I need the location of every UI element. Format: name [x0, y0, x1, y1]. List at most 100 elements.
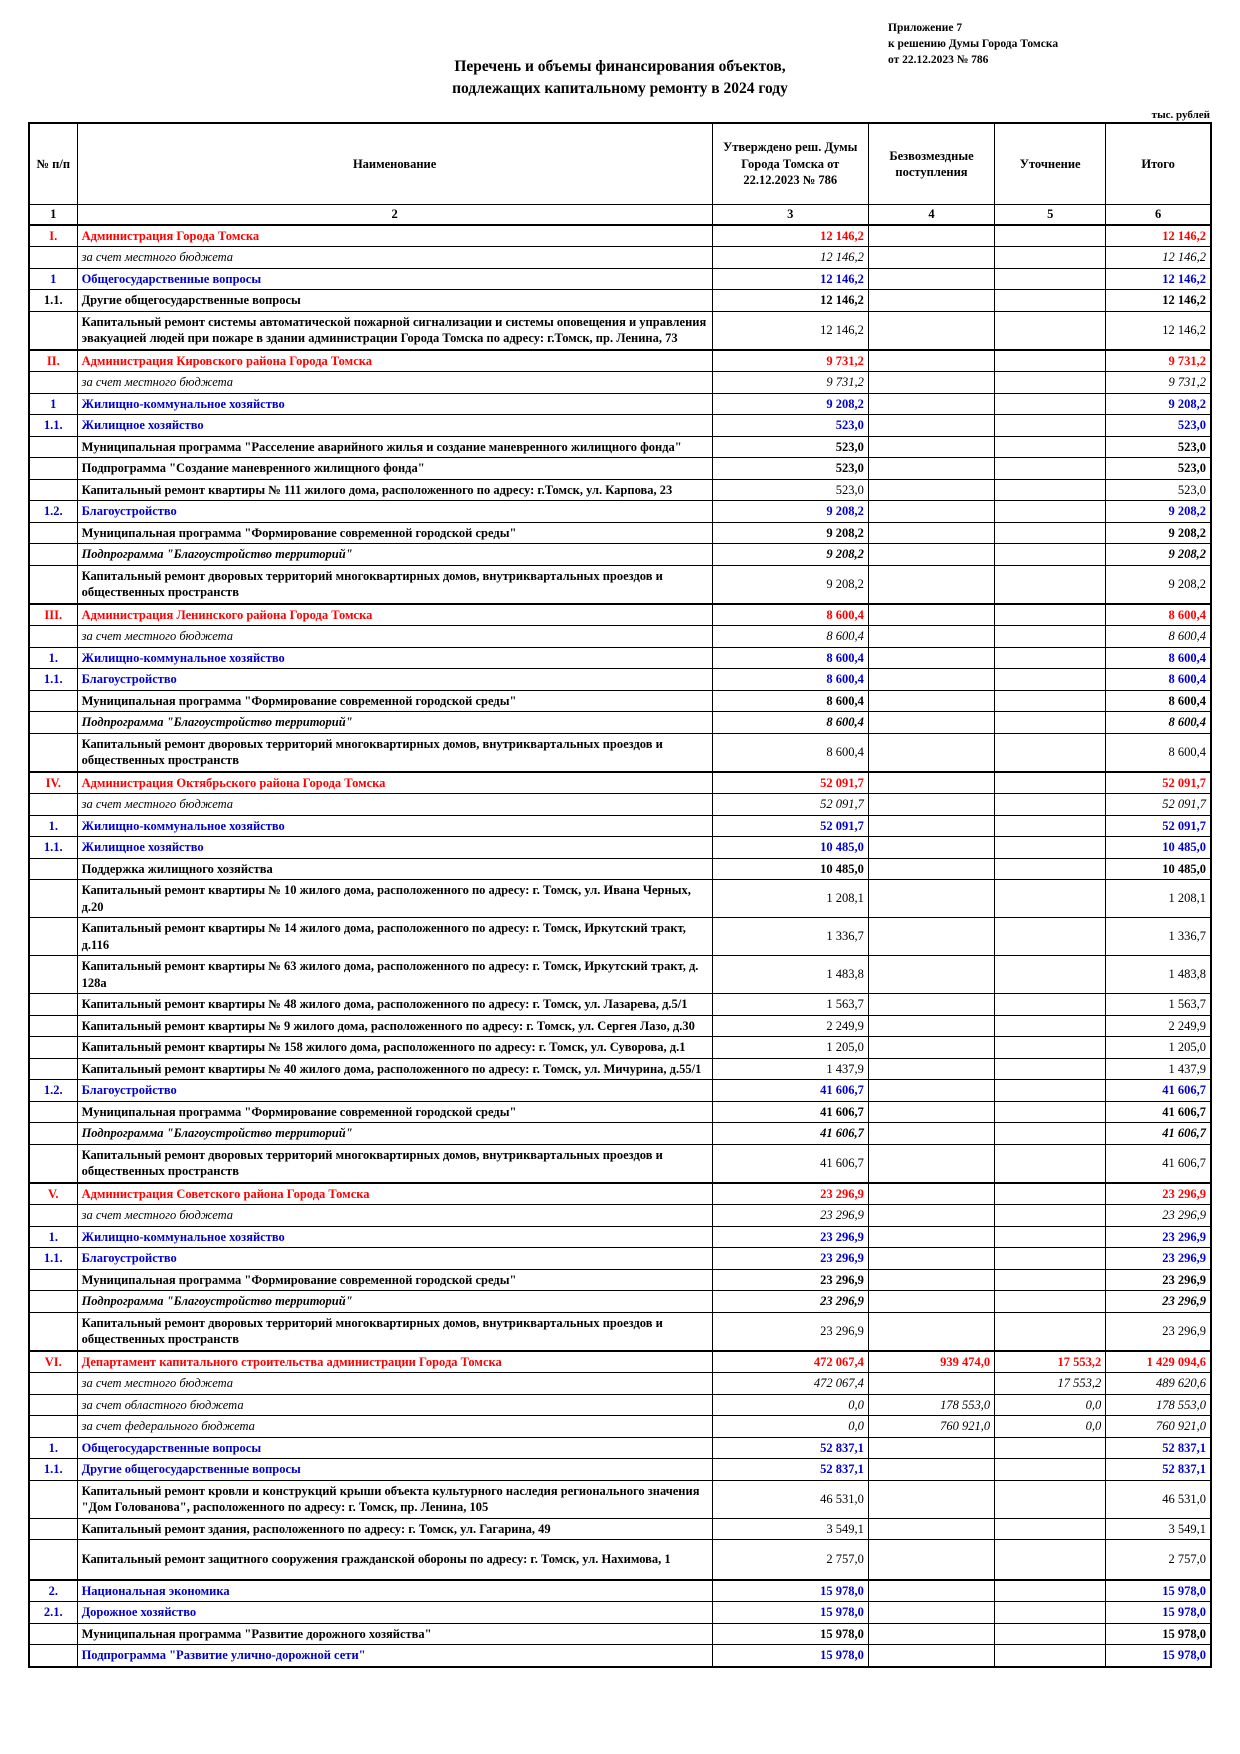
total-value-cell: 3 549,1	[1105, 1517, 1212, 1540]
total-value-cell: 8 600,4	[1105, 711, 1212, 734]
row-number-cell: 1.2.	[28, 500, 78, 523]
gratuitous-value-cell	[867, 793, 996, 816]
gratuitous-value-cell	[867, 770, 996, 794]
row-name-cell: Подпрограмма "Развитие улично-дорожной с…	[76, 1644, 713, 1667]
adjustment-value-cell	[994, 814, 1107, 837]
row-number-cell	[28, 1311, 78, 1351]
row-name-cell: Капитальный ремонт дворовых территорий м…	[76, 732, 713, 772]
gratuitous-value-cell	[867, 1479, 996, 1519]
approved-value-cell: 52 837,1	[711, 1436, 869, 1459]
total-value-cell: 52 091,7	[1105, 770, 1212, 794]
approved-value-cell: 10 485,0	[711, 857, 869, 880]
row-number-cell	[28, 1415, 78, 1438]
table-row: 1.1. Жилищное хозяйство 523,0 523,0	[28, 414, 1212, 437]
gratuitous-value-cell	[867, 223, 996, 247]
table-row: V. Администрация Советского района Города…	[28, 1181, 1212, 1205]
row-name-cell: Национальная экономика	[76, 1578, 713, 1602]
table-row: Капитальный ремонт дворовых территорий м…	[28, 732, 1212, 772]
approved-value-cell: 23 296,9	[711, 1181, 869, 1205]
adjustment-value-cell	[994, 1539, 1107, 1580]
row-number-cell	[28, 543, 78, 566]
approved-value-cell: 1 336,7	[711, 917, 869, 956]
row-name-cell: Капитальный ремонт квартиры № 111 жилого…	[76, 478, 713, 501]
table-row: 1.2. Благоустройство 9 208,2 9 208,2	[28, 500, 1212, 523]
total-value-cell: 8 600,4	[1105, 732, 1212, 772]
adjustment-value-cell	[994, 1181, 1107, 1205]
table-row: Капитальный ремонт квартиры № 111 жилого…	[28, 478, 1212, 501]
gratuitous-value-cell	[867, 392, 996, 415]
total-value-cell: 12 146,2	[1105, 223, 1212, 247]
gratuitous-value-cell	[867, 711, 996, 734]
header-adjustment: Уточнение	[994, 122, 1107, 205]
approved-value-cell: 10 485,0	[711, 836, 869, 859]
gratuitous-value-cell	[867, 267, 996, 290]
table-row: Поддержка жилищного хозяйства 10 485,0 10 …	[28, 857, 1212, 880]
total-value-cell: 23 296,9	[1105, 1268, 1212, 1291]
row-number-cell	[28, 1290, 78, 1313]
adjustment-value-cell	[994, 770, 1107, 794]
gratuitous-value-cell	[867, 435, 996, 458]
table-row: Капитальный ремонт дворовых территорий м…	[28, 1143, 1212, 1183]
row-name-cell: Другие общегосударственные вопросы	[76, 1458, 713, 1481]
table-row: Подпрограмма "Благоустройство территорий…	[28, 1290, 1212, 1313]
total-value-cell: 52 837,1	[1105, 1436, 1212, 1459]
approved-value-cell: 12 146,2	[711, 223, 869, 247]
gratuitous-value-cell	[867, 1578, 996, 1602]
row-name-cell: Муниципальная программа "Формирование со…	[76, 1268, 713, 1291]
row-number-cell: 1	[28, 392, 78, 415]
total-value-cell: 1 563,7	[1105, 993, 1212, 1016]
adjustment-value-cell	[994, 1247, 1107, 1270]
table-row: Подпрограмма "Благоустройство территорий…	[28, 711, 1212, 734]
row-number-cell: 1.	[28, 646, 78, 669]
row-number-cell	[28, 1372, 78, 1395]
page-title-line-1: Перечень и объемы финансирования объекто…	[454, 58, 786, 75]
table-row: Муниципальная программа "Формирование со…	[28, 1268, 1212, 1291]
approved-value-cell: 8 600,4	[711, 689, 869, 712]
column-number-5: 5	[994, 204, 1107, 226]
row-name-cell: Общегосударственные вопросы	[76, 267, 713, 290]
adjustment-value-cell	[994, 711, 1107, 734]
total-value-cell: 489 620,6	[1105, 1372, 1212, 1395]
adjustment-value-cell	[994, 732, 1107, 772]
gratuitous-value-cell	[867, 955, 996, 994]
total-value-cell: 523,0	[1105, 478, 1212, 501]
row-number-cell	[28, 371, 78, 394]
gratuitous-value-cell	[867, 1181, 996, 1205]
approved-value-cell: 41 606,7	[711, 1100, 869, 1123]
adjustment-value-cell	[994, 1143, 1107, 1183]
adjustment-value-cell	[994, 1014, 1107, 1037]
table-row: за счет федерального бюджета 0,0 760 921,0…	[28, 1415, 1212, 1438]
row-name-cell: Другие общегосударственные вопросы	[76, 289, 713, 312]
total-value-cell: 760 921,0	[1105, 1415, 1212, 1438]
row-name-cell: Подпрограмма "Благоустройство территорий…	[76, 711, 713, 734]
gratuitous-value-cell	[867, 246, 996, 269]
table-row: за счет местного бюджета 472 067,4 17 553,…	[28, 1372, 1212, 1395]
adjustment-value-cell	[994, 521, 1107, 544]
table-row: 1.1. Благоустройство 8 600,4 8 600,4	[28, 668, 1212, 691]
approved-value-cell: 12 146,2	[711, 246, 869, 269]
row-name-cell: Администрация Октябрьского района Города…	[76, 770, 713, 794]
column-number-6: 6	[1105, 204, 1212, 226]
table-row: Подпрограмма "Создание маневренного жили…	[28, 457, 1212, 480]
total-value-cell: 46 531,0	[1105, 1479, 1212, 1519]
gratuitous-value-cell	[867, 814, 996, 837]
adjustment-value-cell	[994, 289, 1107, 312]
table-row: Капитальный ремонт системы автоматическо…	[28, 310, 1212, 350]
approved-value-cell: 9 208,2	[711, 564, 869, 604]
approved-value-cell: 23 296,9	[711, 1247, 869, 1270]
adjustment-value-cell	[994, 1622, 1107, 1645]
total-value-cell: 8 600,4	[1105, 689, 1212, 712]
row-name-cell: Благоустройство	[76, 668, 713, 691]
gratuitous-value-cell	[867, 1622, 996, 1645]
row-number-cell	[28, 1100, 78, 1123]
table-row: за счет местного бюджета 12 146,2 12 146,2	[28, 246, 1212, 269]
total-value-cell: 15 978,0	[1105, 1622, 1212, 1645]
total-value-cell: 1 429 094,6	[1105, 1349, 1212, 1373]
row-name-cell: Капитальный ремонт квартиры № 48 жилого …	[76, 993, 713, 1016]
row-number-cell: 1.	[28, 1225, 78, 1248]
row-number-cell: 2.	[28, 1578, 78, 1602]
gratuitous-value-cell	[867, 993, 996, 1016]
row-number-cell: III.	[28, 602, 78, 626]
approved-value-cell: 23 296,9	[711, 1290, 869, 1313]
table-row: Подпрограмма "Благоустройство территорий…	[28, 1122, 1212, 1145]
